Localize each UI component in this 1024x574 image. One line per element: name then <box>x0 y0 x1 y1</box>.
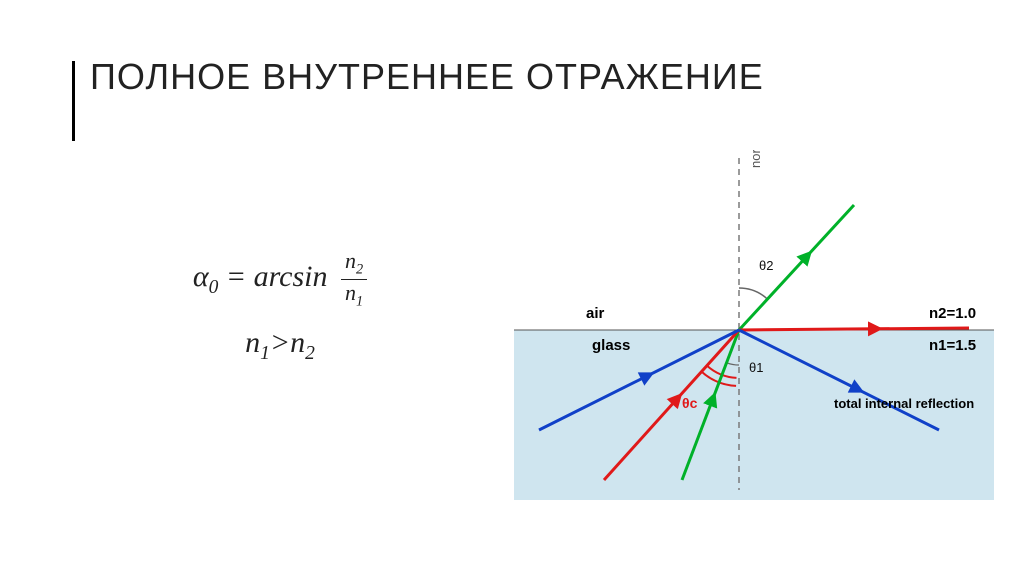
formula-condition: n1>n2 <box>100 326 460 365</box>
cond-n2: n <box>290 326 305 359</box>
normal-label: normal <box>748 150 763 168</box>
alpha-sub: 0 <box>209 277 219 298</box>
cond-n1-sub: 1 <box>260 343 270 364</box>
red-out <box>739 328 969 330</box>
formula-block: α0 = arcsin n2n1 n1>n2 <box>100 250 460 365</box>
label-thetac: θc <box>682 395 698 411</box>
eq-arcsin: = arcsin <box>218 260 335 293</box>
label-theta1: θ1 <box>749 360 763 375</box>
cond-n2-sub: 2 <box>305 343 315 364</box>
n1-sub: 1 <box>356 293 363 309</box>
arc-theta2 <box>739 288 767 299</box>
label-n2: n2=1.0 <box>929 305 976 322</box>
label-air: air <box>586 305 605 322</box>
label-n1: n1=1.5 <box>929 337 976 354</box>
alpha: α <box>193 260 209 293</box>
green-out <box>739 205 854 330</box>
cond-op: > <box>270 326 290 359</box>
label-glass: glass <box>592 337 630 354</box>
title-block: ПОЛНОЕ ВНУТРЕННЕЕ ОТРАЖЕНИЕ <box>90 55 764 98</box>
label-theta2: θ2 <box>759 258 773 273</box>
cond-n1: n <box>245 326 260 359</box>
label-tir: total internal reflection <box>834 396 974 411</box>
page-title: ПОЛНОЕ ВНУТРЕННЕЕ ОТРАЖЕНИЕ <box>90 55 764 98</box>
accent-bar <box>72 61 75 141</box>
fraction: n2n1 <box>341 250 367 308</box>
fraction-den: n1 <box>341 280 367 309</box>
formula-critical-angle: α0 = arcsin n2n1 <box>100 250 460 308</box>
fraction-num: n2 <box>341 250 367 280</box>
n1: n <box>345 280 356 305</box>
n2: n <box>345 248 356 273</box>
tir-diagram: normal air glass n2=1.0 n1=1.5 total internal… <box>514 150 994 500</box>
n2-sub: 2 <box>356 261 363 277</box>
